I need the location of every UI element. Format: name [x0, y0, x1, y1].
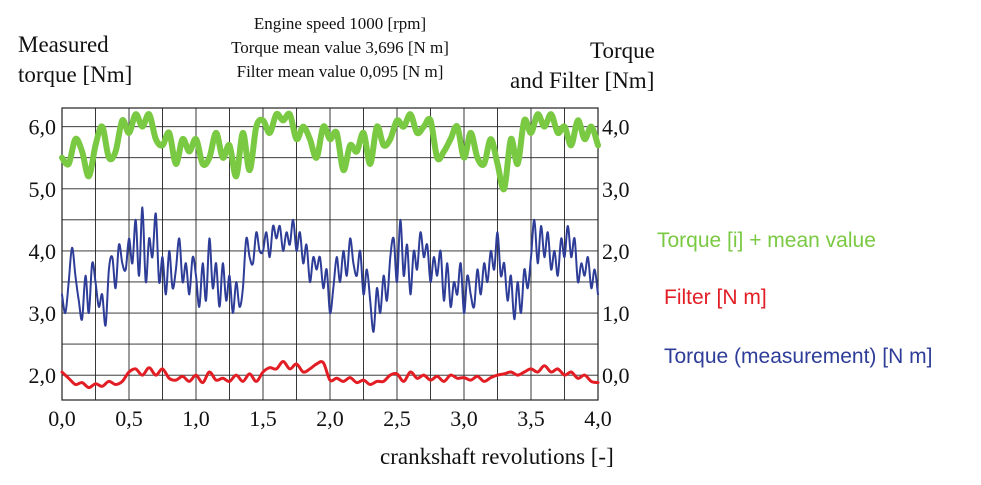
- chart-title-line-3: Filter mean value 0,095 [N m]: [236, 62, 444, 81]
- x-tick-label: 1,5: [249, 406, 277, 431]
- x-tick-label: 3,5: [517, 406, 545, 431]
- x-tick-label: 3,0: [450, 406, 478, 431]
- x-tick-label: 2,0: [316, 406, 344, 431]
- series-line-2: [61, 206, 599, 333]
- right-tick-label: 2,0: [602, 239, 630, 264]
- x-tick-label: 4,0: [584, 406, 612, 431]
- left-tick-label: 4,0: [29, 239, 57, 264]
- left-tick-label: 2,0: [29, 363, 57, 388]
- x-axis-label: crankshaft revolutions [-]: [380, 444, 614, 469]
- right-tick-label: 1,0: [602, 301, 630, 326]
- right-axis-title-line-1: Torque: [590, 38, 655, 63]
- x-tick-label: 0,0: [48, 406, 76, 431]
- chart-title-line-1: Engine speed 1000 [rpm]: [253, 14, 427, 33]
- left-tick-label: 3,0: [29, 301, 57, 326]
- legend-torque-mean: Torque [i] + mean value: [657, 229, 876, 252]
- left-axis-title-line-1: Measured: [18, 32, 109, 57]
- right-tick-label: 3,0: [602, 177, 630, 202]
- left-tick-label: 6,0: [29, 115, 57, 140]
- legend-filter: Filter [N m]: [664, 286, 767, 309]
- series-layer: [59, 110, 601, 390]
- tick-labels: 6,0 5,0 4,0 3,0 2,0 4,0 3,0 2,0 1,0 0,0 0,0 0,5 1,0 1…: [29, 115, 630, 431]
- x-tick-label: 1,0: [182, 406, 210, 431]
- right-tick-label: 0,0: [602, 363, 630, 388]
- right-tick-label: 4,0: [602, 115, 630, 140]
- x-tick-label: 2,5: [383, 406, 411, 431]
- left-axis-title-line-2: torque [Nm]: [18, 62, 133, 87]
- chart-title-line-2: Torque mean value 3,696 [N m]: [231, 38, 449, 57]
- right-axis-title-line-2: and Filter [Nm]: [510, 68, 655, 93]
- legend-torque-measurement: Torque (measurement) [N m]: [664, 345, 933, 368]
- series-line-1: [60, 360, 600, 390]
- x-tick-label: 0,5: [115, 406, 143, 431]
- left-tick-label: 5,0: [29, 177, 57, 202]
- series-line-0: [59, 110, 601, 193]
